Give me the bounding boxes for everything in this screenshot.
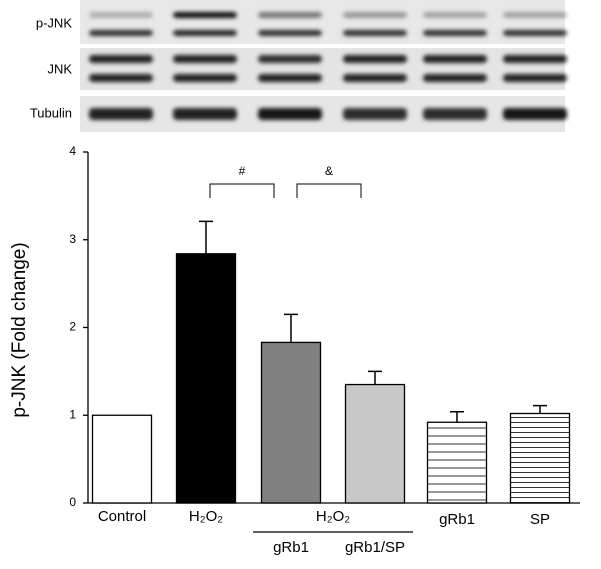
blot-band (89, 74, 153, 82)
blot-band (173, 108, 237, 120)
blot-band (258, 74, 322, 82)
significance-bracket (296, 183, 362, 198)
y-tick-label: 1 (69, 407, 76, 421)
blot-band (343, 30, 407, 36)
annotation: # (239, 164, 246, 178)
y-tick-label: 4 (69, 144, 76, 158)
blot-band (173, 74, 237, 82)
blot-band (89, 12, 153, 18)
blot-band (173, 30, 237, 36)
x-tick-label: SP (530, 511, 550, 528)
western-blot: p-JNK JNK Tubulin (30, 0, 567, 132)
bar (509, 412, 571, 504)
y-tick-label: 0 (69, 495, 76, 509)
bar (344, 383, 406, 504)
x-tick-label: gRb1 (273, 539, 309, 556)
error-bar (533, 404, 547, 414)
x-tick-label: H₂O₂ (189, 508, 223, 525)
blot-band (423, 74, 487, 82)
blot-band (503, 30, 567, 36)
blot-label: Tubulin (30, 105, 72, 120)
group-label: H₂O₂ (316, 508, 350, 525)
blot-band (503, 55, 567, 63)
blot-band (503, 108, 567, 120)
bar (91, 414, 153, 504)
blot-band (89, 55, 153, 63)
blot-band (423, 30, 487, 36)
blot-band (503, 12, 567, 18)
blot-band (343, 74, 407, 82)
bar (175, 253, 237, 504)
blot-label: p-JNK (36, 15, 72, 30)
blot-band (423, 55, 487, 63)
blot-band (258, 12, 322, 18)
error-bar (199, 220, 213, 254)
blot-band (258, 108, 322, 120)
blot-label: JNK (47, 61, 72, 76)
x-tick-label: Control (98, 508, 146, 525)
blot-band (89, 30, 153, 36)
bar (426, 421, 488, 504)
blot-band (503, 74, 567, 82)
x-tick-label: gRb1 (439, 511, 475, 528)
bar (260, 341, 322, 504)
blot-band (343, 12, 407, 18)
y-axis-label: p-JNK (Fold change) (9, 242, 30, 417)
y-tick-label: 3 (69, 232, 76, 246)
blot-band (89, 108, 153, 120)
blot-band (258, 30, 322, 36)
blot-band (258, 55, 322, 63)
blot-panel (80, 48, 565, 90)
blot-band (173, 12, 237, 18)
annotation: & (325, 164, 333, 178)
blot-panel (80, 0, 565, 44)
blot-band (423, 108, 487, 120)
blot-band (343, 108, 407, 120)
error-bar (284, 313, 298, 343)
significance-bracket (209, 183, 275, 198)
blot-band (173, 55, 237, 63)
blot-band (423, 12, 487, 18)
error-bar (368, 370, 382, 385)
blot-band (343, 55, 407, 63)
x-tick-label: gRb1/SP (345, 539, 405, 556)
error-bar (450, 410, 464, 423)
y-tick-label: 2 (69, 320, 76, 334)
